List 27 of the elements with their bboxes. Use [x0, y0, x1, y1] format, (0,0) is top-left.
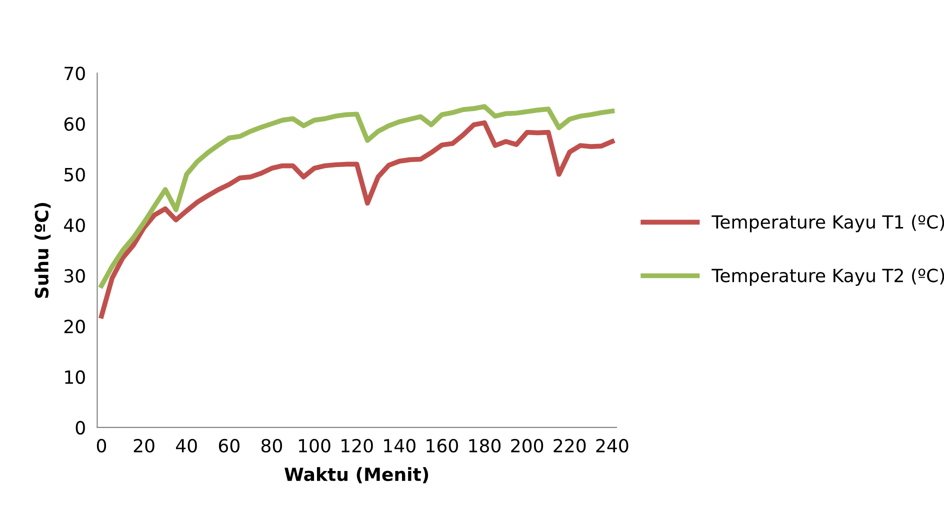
y-axis-title: Suhu (ºC) — [34, 202, 51, 298]
y-tick-label: 70 — [64, 66, 85, 80]
x-tick-label: 240 — [596, 438, 628, 453]
y-tick-label: 0 — [76, 420, 85, 435]
y-tick-label: 50 — [64, 168, 85, 182]
x-tick-label: 120 — [342, 438, 373, 453]
x-tick-label: 180 — [469, 438, 501, 453]
x-tick-label: 220 — [554, 438, 586, 453]
x-tick-label: 40 — [176, 438, 197, 453]
line-series — [99, 104, 615, 288]
y-tick-label: 30 — [64, 269, 85, 283]
y-tick-label: 60 — [64, 117, 85, 131]
x-tick-label: 160 — [426, 438, 458, 453]
line-series — [99, 120, 615, 319]
x-axis-title: Waktu (Menit) — [284, 467, 428, 484]
x-tick-label: 140 — [384, 438, 416, 453]
legend-label: Temperature Kayu T1 (ºC) — [712, 214, 944, 232]
legend-label: Temperature Kayu T2 (ºC) — [712, 268, 944, 286]
y-tick-label: 40 — [64, 218, 85, 232]
x-tick-label: 200 — [511, 438, 544, 453]
y-tick-label: 10 — [65, 370, 85, 384]
y-tick-label: 20 — [64, 320, 85, 334]
x-tick-label: 100 — [299, 438, 330, 453]
x-tick-label: 80 — [261, 438, 282, 453]
x-tick-label: 60 — [218, 438, 240, 453]
x-tick-label: 20 — [134, 438, 154, 453]
x-tick-label: 0 — [96, 438, 106, 453]
